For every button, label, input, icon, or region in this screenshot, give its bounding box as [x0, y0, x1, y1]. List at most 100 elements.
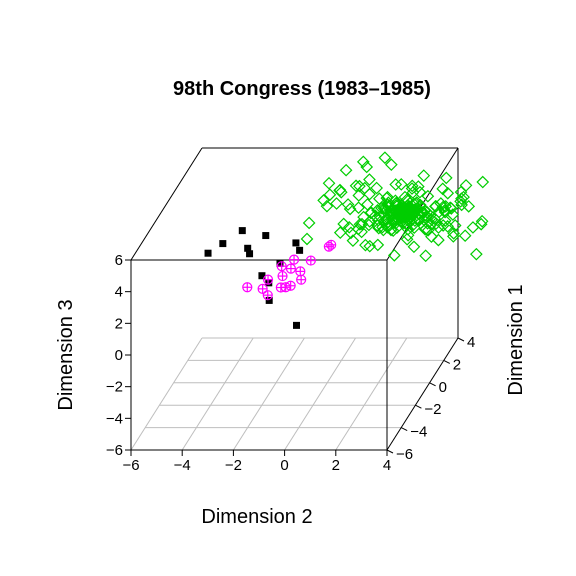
point-diamond	[343, 202, 357, 216]
plot-box	[130, 147, 459, 451]
point-diamond	[415, 206, 429, 219]
point-diamond	[320, 199, 334, 213]
y-tick-label: 0	[439, 379, 447, 396]
point-square	[292, 239, 300, 247]
point-diamond	[341, 198, 355, 211]
data-points	[204, 151, 490, 329]
point-diamond	[362, 218, 376, 232]
point-circle-plus	[296, 274, 307, 285]
grid-line-x	[181, 337, 254, 451]
z-tick-label: 4	[115, 284, 123, 301]
point-diamond	[401, 228, 415, 242]
point-diamond	[364, 206, 378, 219]
point-circle-plus	[288, 254, 300, 265]
point-diamond	[424, 218, 438, 231]
point-square	[265, 279, 273, 287]
y-tick-mark	[400, 427, 408, 432]
y-tick-mark	[415, 404, 422, 409]
point-diamond	[357, 210, 370, 224]
grid-line-x	[335, 337, 408, 451]
point-square	[262, 232, 270, 240]
point-diamond	[441, 220, 454, 233]
point-diamond	[462, 200, 476, 213]
point-diamond	[333, 226, 347, 240]
point-diamond	[459, 179, 473, 192]
grid-line-x	[284, 337, 357, 451]
point-diamond	[349, 179, 363, 193]
point-diamond	[398, 204, 412, 218]
point-circle-plus	[285, 263, 297, 274]
point-diamond	[434, 197, 448, 210]
point-square	[246, 250, 254, 258]
point-diamond	[432, 205, 446, 219]
z-tick-label: 2	[115, 315, 123, 332]
point-diamond	[396, 206, 409, 220]
point-diamond	[436, 219, 450, 232]
box-edge	[130, 147, 203, 261]
point-diamond	[447, 226, 461, 240]
y-tick-label: 2	[453, 356, 461, 373]
point-diamond	[429, 217, 443, 230]
point-diamond	[439, 171, 453, 185]
point-diamond	[406, 186, 420, 199]
point-diamond	[342, 220, 356, 234]
point-diamond	[375, 201, 388, 215]
point-diamond	[476, 175, 490, 189]
point-diamond	[378, 214, 391, 227]
z-tick-label: 6	[115, 252, 123, 269]
point-diamond	[377, 201, 391, 215]
y-tick-label: −2	[424, 401, 441, 418]
point-diamond	[429, 200, 442, 213]
x-axis-label: Dimension 2	[201, 506, 312, 528]
point-diamond	[334, 185, 348, 199]
point-diamond	[475, 214, 489, 228]
point-diamond	[389, 178, 403, 191]
point-diamond	[355, 225, 368, 239]
box-edge	[386, 337, 459, 451]
x-tick-label: −4	[174, 457, 191, 474]
point-square	[293, 321, 300, 329]
point-diamond	[444, 202, 458, 215]
point-diamond	[458, 229, 472, 243]
point-diamond	[339, 163, 353, 177]
point-diamond	[388, 214, 402, 228]
point-diamond	[421, 223, 435, 237]
point-diamond	[356, 155, 370, 169]
point-diamond	[441, 186, 455, 200]
point-diamond	[317, 194, 330, 207]
point-diamond	[432, 233, 445, 247]
grid-line-x	[232, 337, 305, 451]
point-circle-plus	[305, 255, 316, 266]
point-circle-plus	[257, 283, 268, 294]
point-diamond	[438, 205, 452, 219]
point-circle-plus	[242, 282, 253, 293]
point-circle-plus	[280, 282, 291, 293]
point-diamond	[344, 226, 358, 240]
point-diamond	[417, 169, 431, 182]
y-tick-mark	[443, 359, 451, 364]
point-diamond	[407, 221, 421, 234]
point-diamond	[323, 188, 337, 202]
point-diamond	[418, 211, 432, 224]
point-diamond	[360, 160, 374, 174]
box-edge	[386, 147, 459, 261]
point-circle-plus	[326, 239, 337, 250]
point-diamond	[407, 240, 421, 254]
point-square	[238, 227, 246, 235]
y-tick-label: −4	[410, 424, 427, 441]
y-tick-mark	[429, 382, 436, 387]
point-diamond	[410, 196, 424, 209]
point-diamond	[454, 195, 467, 208]
z-tick-label: −2	[106, 379, 123, 396]
chart-title: 98th Congress (1983–1985)	[173, 78, 431, 100]
point-diamond	[373, 192, 386, 206]
point-diamond	[322, 176, 336, 190]
point-diamond	[400, 232, 414, 246]
x-tick-label: −2	[225, 457, 242, 474]
point-diamond	[330, 197, 343, 210]
point-square	[244, 244, 252, 252]
point-diamond	[333, 183, 347, 197]
point-diamond	[363, 187, 376, 201]
